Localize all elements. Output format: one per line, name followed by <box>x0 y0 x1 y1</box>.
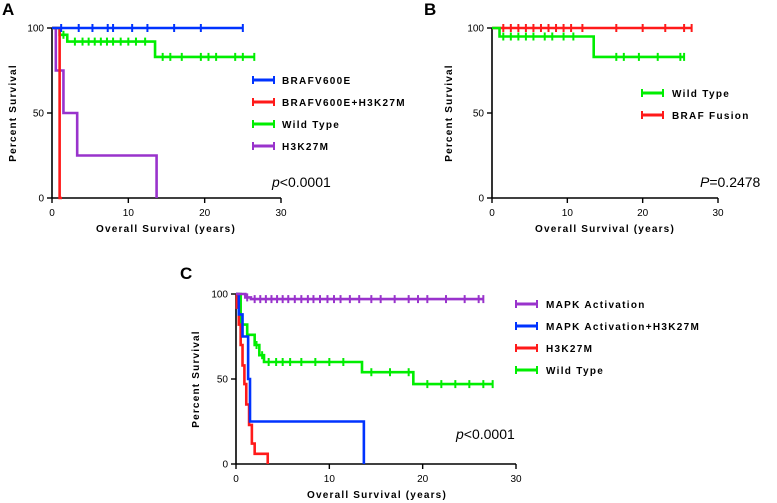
panel-a-legend: BRAFV600E BRAFV600E+H3K27M Wild Type H3K… <box>252 76 406 153</box>
x-tick-label: 20 <box>637 208 649 219</box>
x-tick-label: 0 <box>49 208 55 219</box>
panel-a-p-value: p<0.0001 <box>271 174 331 190</box>
y-tick-label: 50 <box>473 109 485 120</box>
panel-a-x-axis-title: Overall Survival (years) <box>96 224 236 235</box>
panel-b-x-axis-title: Overall Survival (years) <box>535 224 675 235</box>
y-tick-label: 50 <box>217 375 229 386</box>
panel-c: C Percent Survival Overall Survival (yea… <box>180 264 700 501</box>
y-tick-label: 100 <box>467 24 484 35</box>
panel-c-legend: MAPK Activation MAPK Activation+H3K27M H… <box>515 300 700 377</box>
legend-label-braf-v600e: BRAFV600E <box>282 76 352 87</box>
y-tick-label: 100 <box>27 24 44 35</box>
panel-a-y-axis-title: Percent Survival <box>8 64 19 162</box>
x-tick-label: 30 <box>510 474 522 485</box>
panel-b-letter: B <box>424 0 436 19</box>
x-tick-label: 30 <box>712 208 724 219</box>
series-wild-type <box>492 26 686 61</box>
panel-b-p-value-text: =0.2478 <box>709 174 760 190</box>
panel-b-p-value-prefix: P <box>700 174 710 190</box>
y-tick-label: 0 <box>222 460 228 471</box>
x-tick-label: 20 <box>417 474 429 485</box>
legend-label-braf-fusion: BRAF Fusion <box>672 111 750 122</box>
panel-a-letter: A <box>2 0 14 19</box>
panel-b: B Percent Survival Overall Survival (yea… <box>424 0 761 235</box>
panel-a-p-value-text: <0.0001 <box>280 174 331 190</box>
y-tick-label: 100 <box>211 290 228 301</box>
x-tick-label: 10 <box>562 208 574 219</box>
panel-c-x-axis-title: Overall Survival (years) <box>307 490 447 501</box>
legend-label-h3k27m: H3K27M <box>282 142 329 153</box>
legend-label-mapk-activation: MAPK Activation <box>546 300 646 311</box>
survival-curve-wild-type <box>492 26 685 59</box>
series-wild-type <box>52 26 256 61</box>
panel-c-p-value-prefix: p <box>455 426 464 442</box>
panel-b-p-value: P=0.2478 <box>700 174 761 190</box>
survival-curve-wild-type <box>236 292 493 386</box>
series-mapk-activation <box>236 292 485 304</box>
series-brafv600e <box>52 24 244 32</box>
legend-label-wild-type: Wild Type <box>546 366 604 377</box>
survival-curve-mapk-activation-h3k27m <box>236 292 366 464</box>
panel-c-letter: C <box>180 264 192 283</box>
y-tick-label: 0 <box>478 194 484 205</box>
series-h3k27m <box>52 26 158 198</box>
panel-a: A Percent Survival Overall Survival (yea… <box>2 0 406 235</box>
y-tick-label: 50 <box>33 109 45 120</box>
x-tick-label: 0 <box>233 474 239 485</box>
series-mapk-activation-h3k27m <box>236 292 366 464</box>
x-tick-label: 20 <box>199 208 211 219</box>
panel-a-p-value-prefix: p <box>271 174 280 190</box>
x-tick-label: 0 <box>489 208 495 219</box>
series-braf-fusion <box>492 24 693 32</box>
legend-label-braf-v600e-h3k27m: BRAFV600E+H3K27M <box>282 98 406 109</box>
legend-label-h3k27m: H3K27M <box>546 344 593 355</box>
panel-b-legend: Wild Type BRAF Fusion <box>641 89 750 122</box>
y-tick-label: 0 <box>38 194 44 205</box>
survival-curve-h3k27m <box>52 26 158 198</box>
x-tick-label: 30 <box>275 208 287 219</box>
panel-b-y-axis-title: Percent Survival <box>444 64 455 162</box>
series-wild-type <box>236 292 494 389</box>
legend-label-wild-type: Wild Type <box>672 89 730 100</box>
legend-label-wild-type: Wild Type <box>282 120 340 131</box>
legend-label-mapk-activation-h3k27m: MAPK Activation+H3K27M <box>546 322 700 333</box>
panel-c-y-axis-title: Percent Survival <box>191 330 202 428</box>
x-tick-label: 10 <box>324 474 336 485</box>
panel-c-p-value: p<0.0001 <box>455 426 515 442</box>
x-tick-label: 10 <box>123 208 135 219</box>
panel-c-p-value-text: <0.0001 <box>464 426 515 442</box>
